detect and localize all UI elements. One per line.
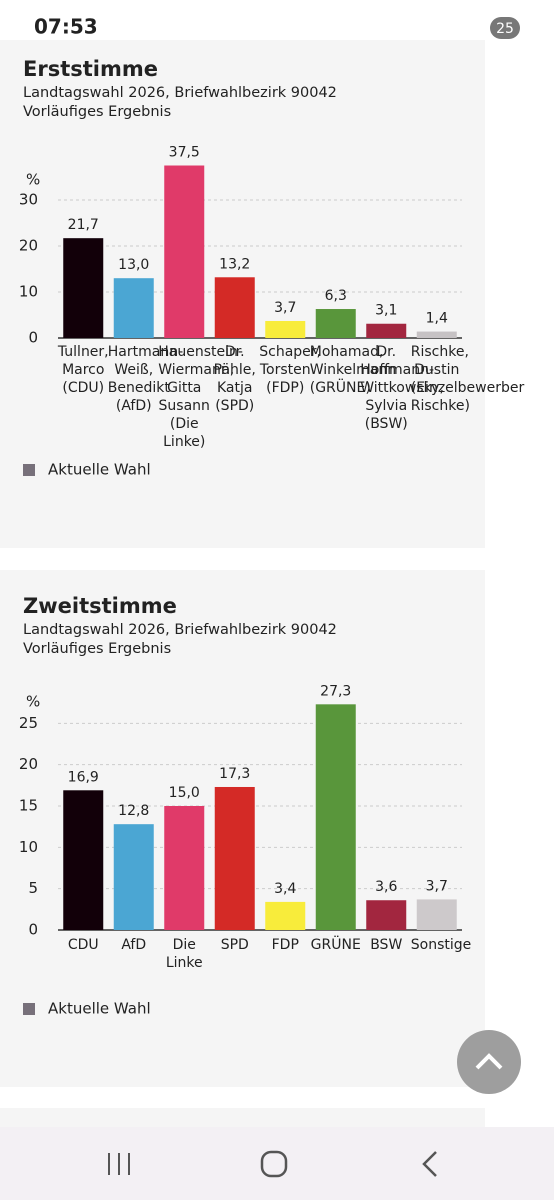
bar bbox=[113, 278, 154, 338]
value-label: 6,3 bbox=[325, 288, 347, 304]
value-label: 15,0 bbox=[169, 785, 200, 801]
y-axis-label: % bbox=[26, 171, 40, 189]
value-label: 1,4 bbox=[426, 311, 448, 327]
y-tick-label: 20 bbox=[19, 755, 38, 773]
bar bbox=[315, 309, 356, 338]
value-label: 27,3 bbox=[320, 683, 351, 699]
x-tick-label: GRÜNE bbox=[310, 937, 361, 953]
back-button[interactable] bbox=[422, 1151, 437, 1177]
chevron-up bbox=[475, 1053, 503, 1070]
y-tick-label: 25 bbox=[19, 714, 38, 732]
x-tick-label: SPD bbox=[220, 937, 249, 953]
y-tick-label: 0 bbox=[28, 921, 38, 939]
value-label: 3,1 bbox=[375, 303, 397, 319]
value-label: 12,8 bbox=[118, 803, 149, 819]
bar bbox=[366, 900, 407, 930]
value-label: 3,7 bbox=[426, 878, 448, 894]
card bbox=[0, 1108, 485, 1128]
x-tick-label: Mohamad, Winkelmann (GRÜNE) bbox=[309, 344, 397, 396]
value-label: 21,7 bbox=[68, 217, 99, 233]
y-tick-label: 5 bbox=[28, 879, 38, 897]
value-label: 13,0 bbox=[118, 257, 149, 273]
battery bbox=[490, 17, 520, 39]
bar bbox=[315, 704, 356, 930]
x-tick-label: Die Linke bbox=[165, 937, 203, 971]
bar bbox=[265, 320, 306, 338]
bar bbox=[164, 165, 205, 338]
chart-note: Vorläufiges Ergebnis bbox=[23, 641, 171, 657]
legend-swatch bbox=[23, 464, 35, 476]
bar bbox=[416, 899, 457, 930]
home-button[interactable] bbox=[260, 1150, 288, 1178]
x-tick-label: Dr. Hoffmann-Wittkowsky, Sylvia (BSW) bbox=[360, 344, 444, 432]
y-tick-label: 15 bbox=[19, 797, 38, 815]
chart-subtitle: Landtagswahl 2026, Briefwahlbezirk 90042 bbox=[23, 622, 337, 638]
x-tick-label: BSW bbox=[370, 937, 403, 953]
x-tick-label: Rischke, Dustin (Einzelbewerber Rischke) bbox=[410, 344, 525, 414]
bar bbox=[214, 277, 255, 338]
x-tick-label: CDU bbox=[67, 937, 99, 953]
y-tick-label: 30 bbox=[19, 191, 38, 209]
battery-level: 25 bbox=[496, 21, 514, 37]
bar bbox=[366, 323, 407, 338]
chart-title: Erststimme bbox=[23, 57, 158, 81]
bar bbox=[214, 786, 255, 930]
bar bbox=[63, 790, 104, 930]
bar bbox=[113, 824, 154, 930]
y-tick-label: 20 bbox=[19, 237, 38, 255]
value-label: 3,7 bbox=[274, 300, 296, 316]
status-bar bbox=[0, 0, 554, 40]
value-label: 16,9 bbox=[68, 769, 99, 785]
x-tick-label: FDP bbox=[271, 937, 299, 953]
y-axis-label: % bbox=[26, 693, 40, 711]
y-tick-label: 0 bbox=[28, 329, 38, 347]
chart-note: Vorläufiges Ergebnis bbox=[23, 104, 171, 120]
x-tick-label: Tullner, Marco (CDU) bbox=[57, 344, 109, 396]
chart-subtitle: Landtagswahl 2026, Briefwahlbezirk 90042 bbox=[23, 85, 337, 101]
y-tick-label: 10 bbox=[19, 283, 38, 301]
x-tick-label: Hauenstein-Wiermann, Gitta Susann (Die L… bbox=[158, 344, 243, 450]
x-tick-label: Hartmann-Weiß, Benedikt (AfD) bbox=[107, 344, 184, 414]
bar bbox=[416, 331, 457, 338]
y-tick-label: 10 bbox=[19, 838, 38, 856]
bar bbox=[265, 901, 306, 930]
value-label: 3,6 bbox=[375, 879, 397, 895]
x-tick-label: Schaper, Torsten (FDP) bbox=[259, 344, 321, 396]
value-label: 13,2 bbox=[219, 256, 250, 272]
bar bbox=[63, 238, 104, 338]
value-label: 17,3 bbox=[219, 766, 250, 782]
legend-label: Aktuelle Wahl bbox=[48, 461, 151, 479]
chart-title: Zweitstimme bbox=[23, 594, 177, 618]
legend-label: Aktuelle Wahl bbox=[48, 1000, 151, 1018]
x-tick-label: Sonstige bbox=[410, 937, 472, 953]
recent-apps-button[interactable] bbox=[108, 1153, 130, 1175]
clock: 07:53 bbox=[34, 15, 98, 39]
bar bbox=[164, 806, 205, 930]
scroll-top-button[interactable] bbox=[457, 1030, 521, 1094]
value-label: 37,5 bbox=[169, 145, 200, 161]
legend-swatch bbox=[23, 1003, 35, 1015]
nav-bar bbox=[0, 1127, 554, 1200]
value-label: 3,4 bbox=[274, 881, 296, 897]
x-tick-label: AfD bbox=[121, 937, 147, 953]
x-tick-label: Dr. Pähle, Katja (SPD) bbox=[213, 344, 256, 414]
